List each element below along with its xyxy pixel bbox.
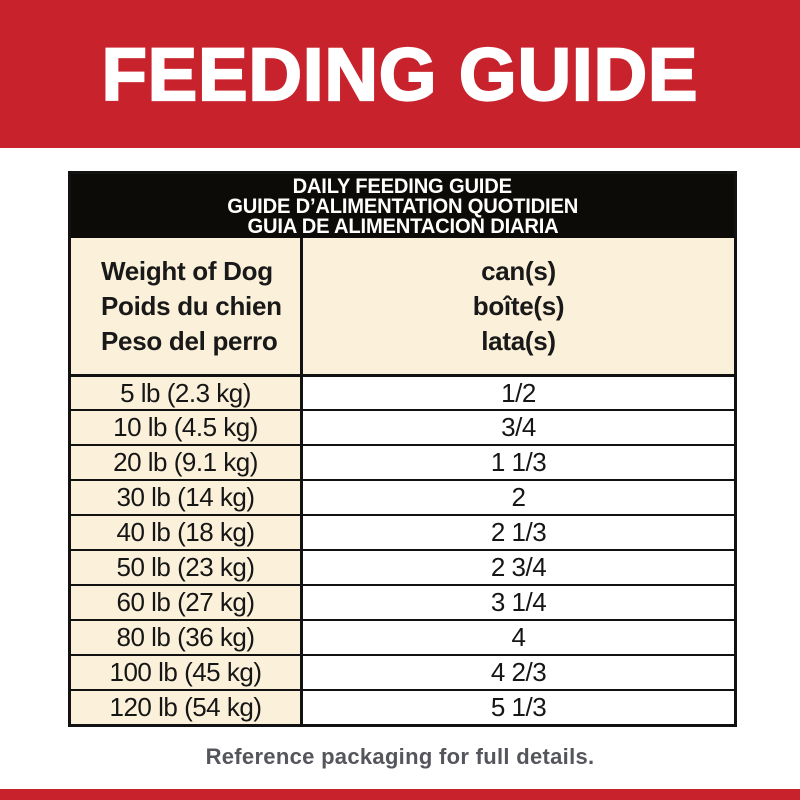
table-row: 50 lb (23 kg) 2 3/4 [71,549,734,584]
cans-cell: 4 [303,621,734,654]
cans-cell: 3 1/4 [303,586,734,619]
bottom-red-bar [0,789,800,800]
column-header-row: Weight of Dog Poids du chien Peso del pe… [71,238,734,374]
weight-header-english: Weight of Dog [101,255,273,286]
table-row: 5 lb (2.3 kg) 1/2 [71,374,734,409]
table-title-spanish: GUIA DE ALIMENTACION DIARIA [246,214,559,238]
weight-cell: 20 lb (9.1 kg) [71,446,303,479]
weight-cell: 10 lb (4.5 kg) [71,411,303,444]
cans-cell: 5 1/3 [303,691,734,724]
weight-cell: 50 lb (23 kg) [71,551,303,584]
weight-cell: 80 lb (36 kg) [71,621,303,654]
weight-header-spanish: Peso del perro [101,325,278,356]
cans-cell: 1/2 [303,377,734,409]
table-row: 30 lb (14 kg) 2 [71,479,734,514]
weight-header-french: Poids du chien [101,290,282,321]
cans-cell: 2 3/4 [303,551,734,584]
weight-cell: 100 lb (45 kg) [71,656,303,689]
cans-header-english: can(s) [481,255,556,286]
table-body: 5 lb (2.3 kg) 1/2 10 lb (4.5 kg) 3/4 20 … [71,374,734,724]
cans-cell: 2 [303,481,734,514]
table-title-band: DAILY FEEDING GUIDE GUIDE D’ALIMENTATION… [71,174,734,238]
weight-cell: 5 lb (2.3 kg) [71,377,303,409]
weight-column-header: Weight of Dog Poids du chien Peso del pe… [71,238,303,374]
table-row: 40 lb (18 kg) 2 1/3 [71,514,734,549]
table-title-french: GUIDE D’ALIMENTATION QUOTIDIEN [227,194,578,218]
cans-cell: 2 1/3 [303,516,734,549]
weight-cell: 30 lb (14 kg) [71,481,303,514]
table-row: 100 lb (45 kg) 4 2/3 [71,654,734,689]
weight-cell: 40 lb (18 kg) [71,516,303,549]
table-row: 120 lb (54 kg) 5 1/3 [71,689,734,724]
table-row: 20 lb (9.1 kg) 1 1/3 [71,444,734,479]
table-title-english: DAILY FEEDING GUIDE [292,174,513,198]
top-red-banner: FEEDING GUIDE [0,0,800,148]
daily-feeding-guide-table: DAILY FEEDING GUIDE GUIDE D’ALIMENTATION… [68,171,737,727]
cans-cell: 3/4 [303,411,734,444]
cans-header-french: boîte(s) [472,290,565,321]
cans-cell: 4 2/3 [303,656,734,689]
cans-column-header: can(s) boîte(s) lata(s) [303,238,734,374]
cans-cell: 1 1/3 [303,446,734,479]
reference-note: Reference packaging for full details. [205,744,595,769]
weight-cell: 120 lb (54 kg) [71,691,303,724]
table-row: 80 lb (36 kg) 4 [71,619,734,654]
table-row: 10 lb (4.5 kg) 3/4 [71,409,734,444]
weight-cell: 60 lb (27 kg) [71,586,303,619]
page-title: FEEDING GUIDE [100,31,699,116]
cans-header-spanish: lata(s) [481,325,556,356]
table-row: 60 lb (27 kg) 3 1/4 [71,584,734,619]
